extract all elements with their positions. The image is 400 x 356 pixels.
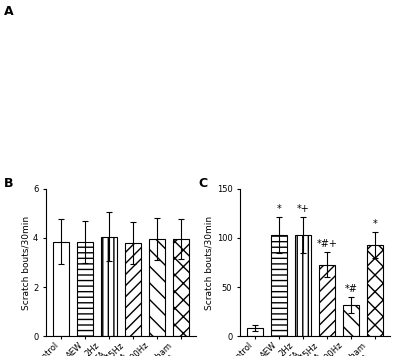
Bar	[247, 328, 262, 336]
Bar	[271, 235, 287, 336]
Text: A: A	[4, 5, 14, 19]
Bar	[77, 242, 93, 336]
Bar	[295, 235, 311, 336]
Text: B: B	[4, 177, 14, 190]
Text: *#: *#	[345, 284, 358, 294]
Y-axis label: Scratch bouts/30min: Scratch bouts/30min	[21, 215, 30, 310]
Bar	[343, 305, 359, 336]
Bar	[319, 265, 335, 336]
Bar	[53, 242, 68, 336]
Y-axis label: Scratch bouts/30min: Scratch bouts/30min	[205, 215, 214, 310]
Bar	[368, 245, 383, 336]
Bar	[149, 239, 165, 336]
Bar	[101, 237, 117, 336]
Text: C: C	[198, 177, 207, 190]
Bar	[174, 239, 189, 336]
Text: *+: *+	[296, 204, 309, 214]
Bar	[125, 243, 141, 336]
Text: *: *	[276, 204, 281, 214]
Text: *#+: *#+	[317, 239, 338, 249]
Text: *: *	[373, 219, 378, 229]
